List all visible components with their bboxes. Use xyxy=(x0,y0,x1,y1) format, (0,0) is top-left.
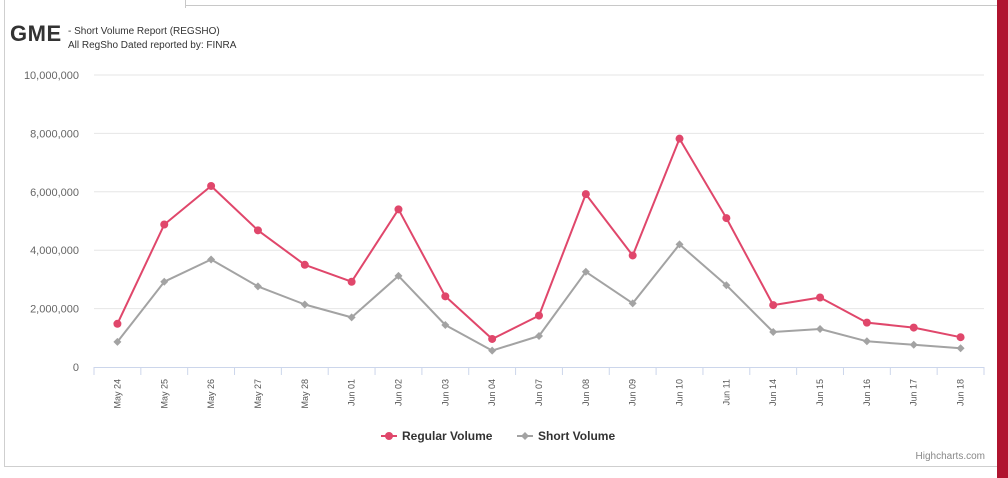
short-volume-point xyxy=(769,327,778,336)
short-volume-point xyxy=(394,271,403,280)
x-tick-label: Jun 01 xyxy=(347,379,357,406)
volume-line-chart: 10,000,000 8,000,000 6,000,000 4,000,000 2,0… xyxy=(24,70,985,443)
short-volume-point xyxy=(535,332,543,341)
chart-container xyxy=(4,0,998,467)
short-volume-point xyxy=(816,325,825,334)
highcharts-credit[interactable]: Highcharts.com xyxy=(915,451,985,462)
x-tick-label: Jun 16 xyxy=(862,379,872,406)
x-tick-label: Jun 04 xyxy=(487,379,497,406)
regular-volume-point xyxy=(816,293,825,302)
regular-volume-point xyxy=(628,251,637,260)
short-volume-point xyxy=(113,337,122,346)
short-volume-point xyxy=(675,240,684,249)
x-tick-label: May 27 xyxy=(253,379,263,409)
x-tick-label: May 26 xyxy=(206,379,216,409)
legend-item-regular-volume[interactable]: Regular Volume xyxy=(402,429,493,443)
regular-volume-point xyxy=(347,277,356,286)
x-tick-label: Jun 11 xyxy=(721,379,731,405)
top-border-left xyxy=(0,0,186,8)
regular-volume-point xyxy=(909,323,918,332)
legend-circle-marker xyxy=(385,432,393,440)
regular-volume-point xyxy=(394,205,403,214)
short-volume-point xyxy=(441,320,450,329)
x-tick-label: Jun 08 xyxy=(581,379,591,406)
regular-volume-point xyxy=(535,311,543,320)
short-volume-point xyxy=(488,346,497,355)
side-accent-bar xyxy=(997,0,1008,478)
x-tick-label: Jun 14 xyxy=(768,379,778,406)
regular-volume-point xyxy=(862,318,871,327)
x-tick-label: Jun 02 xyxy=(393,379,403,406)
regular-volume-point xyxy=(160,220,169,229)
regular-volume-point xyxy=(956,333,965,342)
short-volume-point xyxy=(207,255,216,264)
x-tick-label: Jun 09 xyxy=(628,379,638,406)
legend-item-short-volume[interactable]: Short Volume xyxy=(538,429,615,443)
regular-volume-point xyxy=(113,319,122,328)
x-tick-label: May 28 xyxy=(300,379,310,409)
x-tick-label: May 24 xyxy=(112,379,122,409)
x-tick-label: May 25 xyxy=(159,379,169,409)
report-source: All RegSho Dated reported by: FINRA xyxy=(68,40,237,51)
short-volume-point xyxy=(862,337,871,346)
y-tick-label: 6,000,000 xyxy=(30,187,79,199)
regular-volume-point xyxy=(769,301,778,310)
regular-volume-point xyxy=(300,260,309,269)
regular-volume-point xyxy=(675,134,684,143)
regular-volume-point xyxy=(207,181,216,190)
short-volume-point xyxy=(909,340,918,349)
y-tick-label: 10,000,000 xyxy=(24,70,79,82)
legend-diamond-marker xyxy=(521,432,529,440)
regular-volume-point xyxy=(581,190,590,199)
x-tick-label: Jun 17 xyxy=(909,379,919,406)
regular-volume-point xyxy=(722,214,731,223)
short-volume-point xyxy=(347,313,356,322)
x-tick-label: Jun 03 xyxy=(440,379,450,406)
y-tick-label: 8,000,000 xyxy=(30,128,79,140)
short-volume-point xyxy=(956,344,965,353)
ticker-symbol: GME xyxy=(10,21,62,46)
regular-volume-point xyxy=(488,334,497,343)
y-tick-label: 4,000,000 xyxy=(30,245,79,257)
regular-volume-point xyxy=(441,292,450,301)
short-volume-point xyxy=(722,281,731,290)
x-tick-label: Jun 18 xyxy=(956,379,966,406)
regular-volume-point xyxy=(253,226,262,235)
x-tick-label: Jun 15 xyxy=(815,379,825,406)
x-tick-label: Jun 10 xyxy=(675,379,685,406)
x-tick-label: Jun 07 xyxy=(534,379,544,406)
y-tick-label: 0 xyxy=(73,362,79,374)
y-tick-label: 2,000,000 xyxy=(30,304,79,316)
short-volume-point xyxy=(300,300,309,309)
short-volume-point xyxy=(253,282,262,291)
report-subtitle: - Short Volume Report (REGSHO) xyxy=(68,26,220,37)
top-border-line xyxy=(185,5,997,6)
short-volume-point xyxy=(160,277,169,286)
short-volume-point xyxy=(628,299,637,308)
short-volume-point xyxy=(581,267,590,276)
